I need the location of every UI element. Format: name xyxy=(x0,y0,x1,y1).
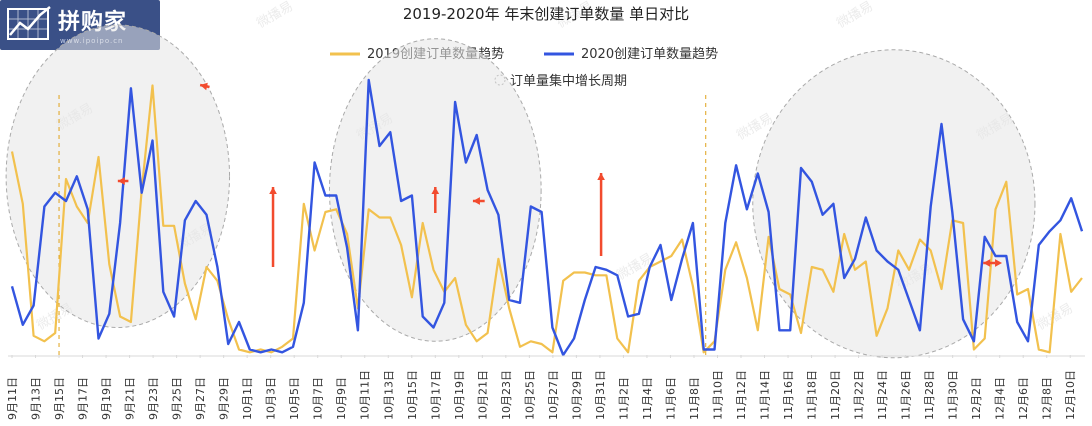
reference-lines xyxy=(58,95,707,355)
x-tick-label: 9月15日 xyxy=(53,377,66,420)
x-tick-label: 10月27日 xyxy=(547,370,560,420)
x-tick-label: 10月13日 xyxy=(382,370,395,420)
x-tick-label: 12月6日 xyxy=(1017,377,1030,420)
x-tick-label: 11月8日 xyxy=(688,377,701,420)
x-tick-label: 10月31日 xyxy=(594,370,607,420)
x-tick-label: 9月29日 xyxy=(218,377,231,420)
trend-arrow-head xyxy=(269,187,277,195)
x-tick-label: 11月30日 xyxy=(947,370,960,420)
x-tick-label: 10月5日 xyxy=(288,377,301,420)
series-lines xyxy=(10,78,1084,357)
watermark-text: 微播易 xyxy=(835,0,876,31)
x-tick-label: 10月9日 xyxy=(335,377,348,420)
x-tick-label: 10月19日 xyxy=(453,370,466,420)
x-tick-label: 10月15日 xyxy=(406,370,419,420)
watermark-text: 微播易 xyxy=(255,0,296,31)
x-tick-label: 11月10日 xyxy=(711,370,724,420)
x-tick-label: 12月2日 xyxy=(970,377,983,420)
trend-arrow-head xyxy=(597,173,605,181)
x-tick-label: 11月18日 xyxy=(806,370,819,420)
series-line-2020 xyxy=(10,78,1084,357)
x-tick-label: 10月25日 xyxy=(523,370,536,420)
x-tick-label: 12月4日 xyxy=(994,377,1007,420)
trend-arrow-head xyxy=(995,259,1003,267)
period-circle xyxy=(752,49,1036,359)
x-tick-label: 9月17日 xyxy=(77,377,90,420)
series-line-2019 xyxy=(10,84,1083,354)
logo-chart-icon xyxy=(7,6,51,40)
x-tick-label: 10月21日 xyxy=(476,370,489,420)
legend-label-period: 订单量集中增长周期 xyxy=(510,73,627,89)
x-tick-label: 11月28日 xyxy=(923,370,936,420)
trend-arrow-head xyxy=(431,187,440,195)
trend-arrow-head xyxy=(117,177,125,185)
x-tick-label: 11月4日 xyxy=(641,377,654,420)
x-tick-label: 10月17日 xyxy=(429,370,442,420)
period-circle xyxy=(5,24,231,328)
x-tick-label: 11月12日 xyxy=(735,370,748,420)
x-tick-label: 9月11日 xyxy=(6,377,19,420)
x-tick-label: 11月24日 xyxy=(876,370,889,420)
x-tick-label: 9月25日 xyxy=(171,377,184,420)
x-tick-label: 11月14日 xyxy=(759,370,772,420)
x-tick-label: 10月23日 xyxy=(500,370,513,420)
x-tick-label: 9月13日 xyxy=(30,377,43,420)
x-tick-label: 10月11日 xyxy=(359,370,372,420)
x-tick-label: 10月7日 xyxy=(312,377,325,420)
legend-label-2020: 2020创建订单数量趋势 xyxy=(581,46,718,62)
x-tick-label: 10月29日 xyxy=(570,370,583,420)
x-tick-label: 11月2日 xyxy=(617,377,630,420)
trend-arrow-head xyxy=(983,259,991,267)
x-tick-label: 9月21日 xyxy=(124,377,137,420)
x-tick-label: 10月3日 xyxy=(265,377,278,420)
watermark-text: 微播易 xyxy=(1035,301,1076,333)
x-tick-label: 11月16日 xyxy=(782,370,795,420)
x-tick-label: 11月22日 xyxy=(853,370,866,420)
x-tick-label: 12月10日 xyxy=(1064,370,1077,420)
trend-arrows xyxy=(117,82,1003,267)
chart-title: 2019-2020年 年末创建订单数量 单日对比 xyxy=(403,5,689,23)
trend-arrow-head xyxy=(472,197,480,205)
x-tick-label: 10月1日 xyxy=(241,377,254,420)
x-tick-label: 11月6日 xyxy=(664,377,677,420)
x-tick-label: 11月26日 xyxy=(900,370,913,420)
x-tick-label: 9月19日 xyxy=(100,377,113,420)
trend-arrow-head xyxy=(200,82,208,91)
x-tick-label: 9月23日 xyxy=(147,377,160,420)
x-tick-label: 9月27日 xyxy=(194,377,207,420)
x-tick-label: 12月8日 xyxy=(1041,377,1054,420)
x-axis-ticks: 9月11日 9月13日 9月15日 9月17日 9月19日 9月21日 9月23日 9月25日… xyxy=(6,355,1077,420)
x-tick-label: 11月20日 xyxy=(829,370,842,420)
